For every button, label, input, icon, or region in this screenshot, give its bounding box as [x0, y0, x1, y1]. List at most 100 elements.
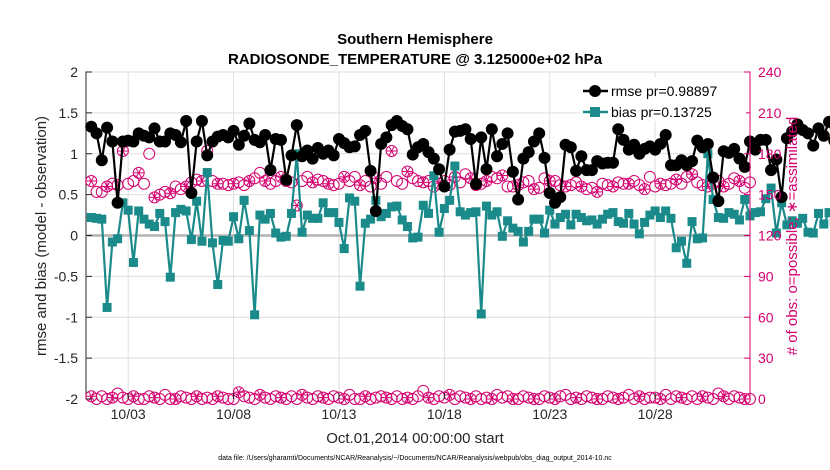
- rmse-point: [770, 153, 783, 166]
- rmse-point: [443, 143, 456, 156]
- y-tick-label: 0.5: [59, 187, 79, 203]
- bias-point: [186, 235, 196, 245]
- obs-possible-marker: [85, 175, 98, 187]
- obs-circle: [533, 181, 546, 194]
- bias-point: [344, 193, 354, 203]
- bias-point: [487, 210, 497, 220]
- obs-asterisk-stroke: [88, 176, 95, 186]
- rmse-point: [174, 136, 187, 149]
- bias-point: [819, 219, 829, 229]
- obs-circle: [643, 170, 656, 183]
- bias-point: [787, 216, 797, 226]
- rmse-point: [201, 149, 214, 162]
- rmse-point: [148, 122, 161, 135]
- rmse-point: [807, 139, 820, 152]
- bias-point: [297, 227, 307, 237]
- bias-point: [360, 218, 370, 228]
- bias-point: [619, 218, 629, 228]
- y-tick-label: -2: [66, 391, 79, 407]
- rmse-point: [628, 138, 641, 151]
- obs-circle: [396, 177, 409, 190]
- obs-possible-bottom-marker: [443, 388, 456, 401]
- bias-point: [213, 280, 223, 290]
- obs-asterisk-stroke: [594, 187, 601, 197]
- bias-point: [202, 168, 212, 178]
- rmse-point: [554, 191, 567, 204]
- rmse-series: [85, 115, 830, 217]
- bias-point: [698, 233, 708, 243]
- bias-point: [413, 232, 423, 242]
- obs-asterisk-stroke: [109, 393, 116, 403]
- bias-point: [555, 213, 565, 223]
- rmse-point: [606, 156, 619, 169]
- bias-point: [608, 208, 618, 218]
- rmse-point: [480, 163, 493, 176]
- obs-asterisk-stroke: [341, 172, 348, 182]
- y-right-tick-label: 120: [758, 228, 782, 244]
- bias-point: [771, 228, 781, 238]
- bias-point: [808, 228, 818, 238]
- legend-box: [580, 77, 746, 121]
- bias-point: [466, 208, 476, 218]
- bias-point: [229, 212, 239, 222]
- y-right-tick-label: 60: [758, 309, 774, 325]
- rmse-point: [290, 119, 303, 132]
- bias-point: [534, 214, 544, 224]
- rmse-point: [469, 177, 482, 190]
- obs-possible-marker: [496, 169, 509, 182]
- bias-point: [408, 233, 418, 243]
- rmse-point: [264, 164, 277, 177]
- bias-point: [418, 200, 428, 210]
- bias-point: [92, 213, 102, 223]
- legend-rmse-marker: [589, 85, 601, 97]
- obs-asterisk-stroke: [135, 168, 142, 178]
- rmse-point: [570, 164, 583, 177]
- obs-possible-marker: [143, 147, 156, 160]
- x-tick-label: 10/13: [321, 406, 356, 422]
- obs-circle: [143, 147, 156, 160]
- obs-possible-marker: [311, 173, 324, 186]
- bias-point: [128, 257, 138, 267]
- bias-point: [350, 196, 360, 206]
- bias-point: [287, 208, 297, 218]
- bias-point: [318, 198, 328, 208]
- rmse-point: [280, 173, 293, 186]
- bias-point: [671, 243, 681, 253]
- bias-point: [782, 220, 792, 230]
- bias-point: [323, 208, 333, 218]
- obs-circle: [701, 391, 714, 404]
- y-tick-label: -0.5: [54, 268, 78, 284]
- y-right-tick-label: 0: [758, 391, 766, 407]
- obs-possible-marker: [591, 185, 604, 198]
- bias-point: [134, 206, 144, 216]
- bias-point: [429, 171, 439, 181]
- rmse-point: [306, 152, 319, 165]
- bias-point: [476, 309, 486, 319]
- y-right-tick-label: 240: [758, 64, 782, 80]
- obs-asterisk-stroke: [499, 170, 506, 181]
- bias-point: [724, 208, 734, 218]
- bias-point: [503, 216, 513, 226]
- rmse-point: [238, 129, 251, 142]
- obs-circle: [132, 166, 145, 179]
- obs-possible-marker: [643, 170, 656, 183]
- bias-point: [302, 210, 312, 220]
- bias-point: [676, 236, 686, 246]
- rmse-point: [686, 155, 699, 168]
- rmse-point: [801, 127, 814, 140]
- bias-point: [176, 204, 186, 214]
- rmse-point: [185, 186, 198, 199]
- bias-point: [434, 227, 444, 237]
- y-axis-label: rmse and bias (model - observation): [33, 116, 50, 356]
- bias-point: [387, 202, 397, 212]
- bias-point: [518, 237, 528, 247]
- obs-asterisk-stroke: [341, 394, 348, 404]
- bias-point: [223, 236, 233, 246]
- bias-point: [165, 272, 175, 282]
- bias-point: [640, 217, 650, 227]
- obs-possible-bottom-marker: [232, 386, 245, 399]
- y-tick-label: 2: [70, 64, 78, 80]
- obs-circle: [659, 179, 672, 192]
- bias-point: [529, 214, 539, 224]
- bias-point: [334, 217, 344, 227]
